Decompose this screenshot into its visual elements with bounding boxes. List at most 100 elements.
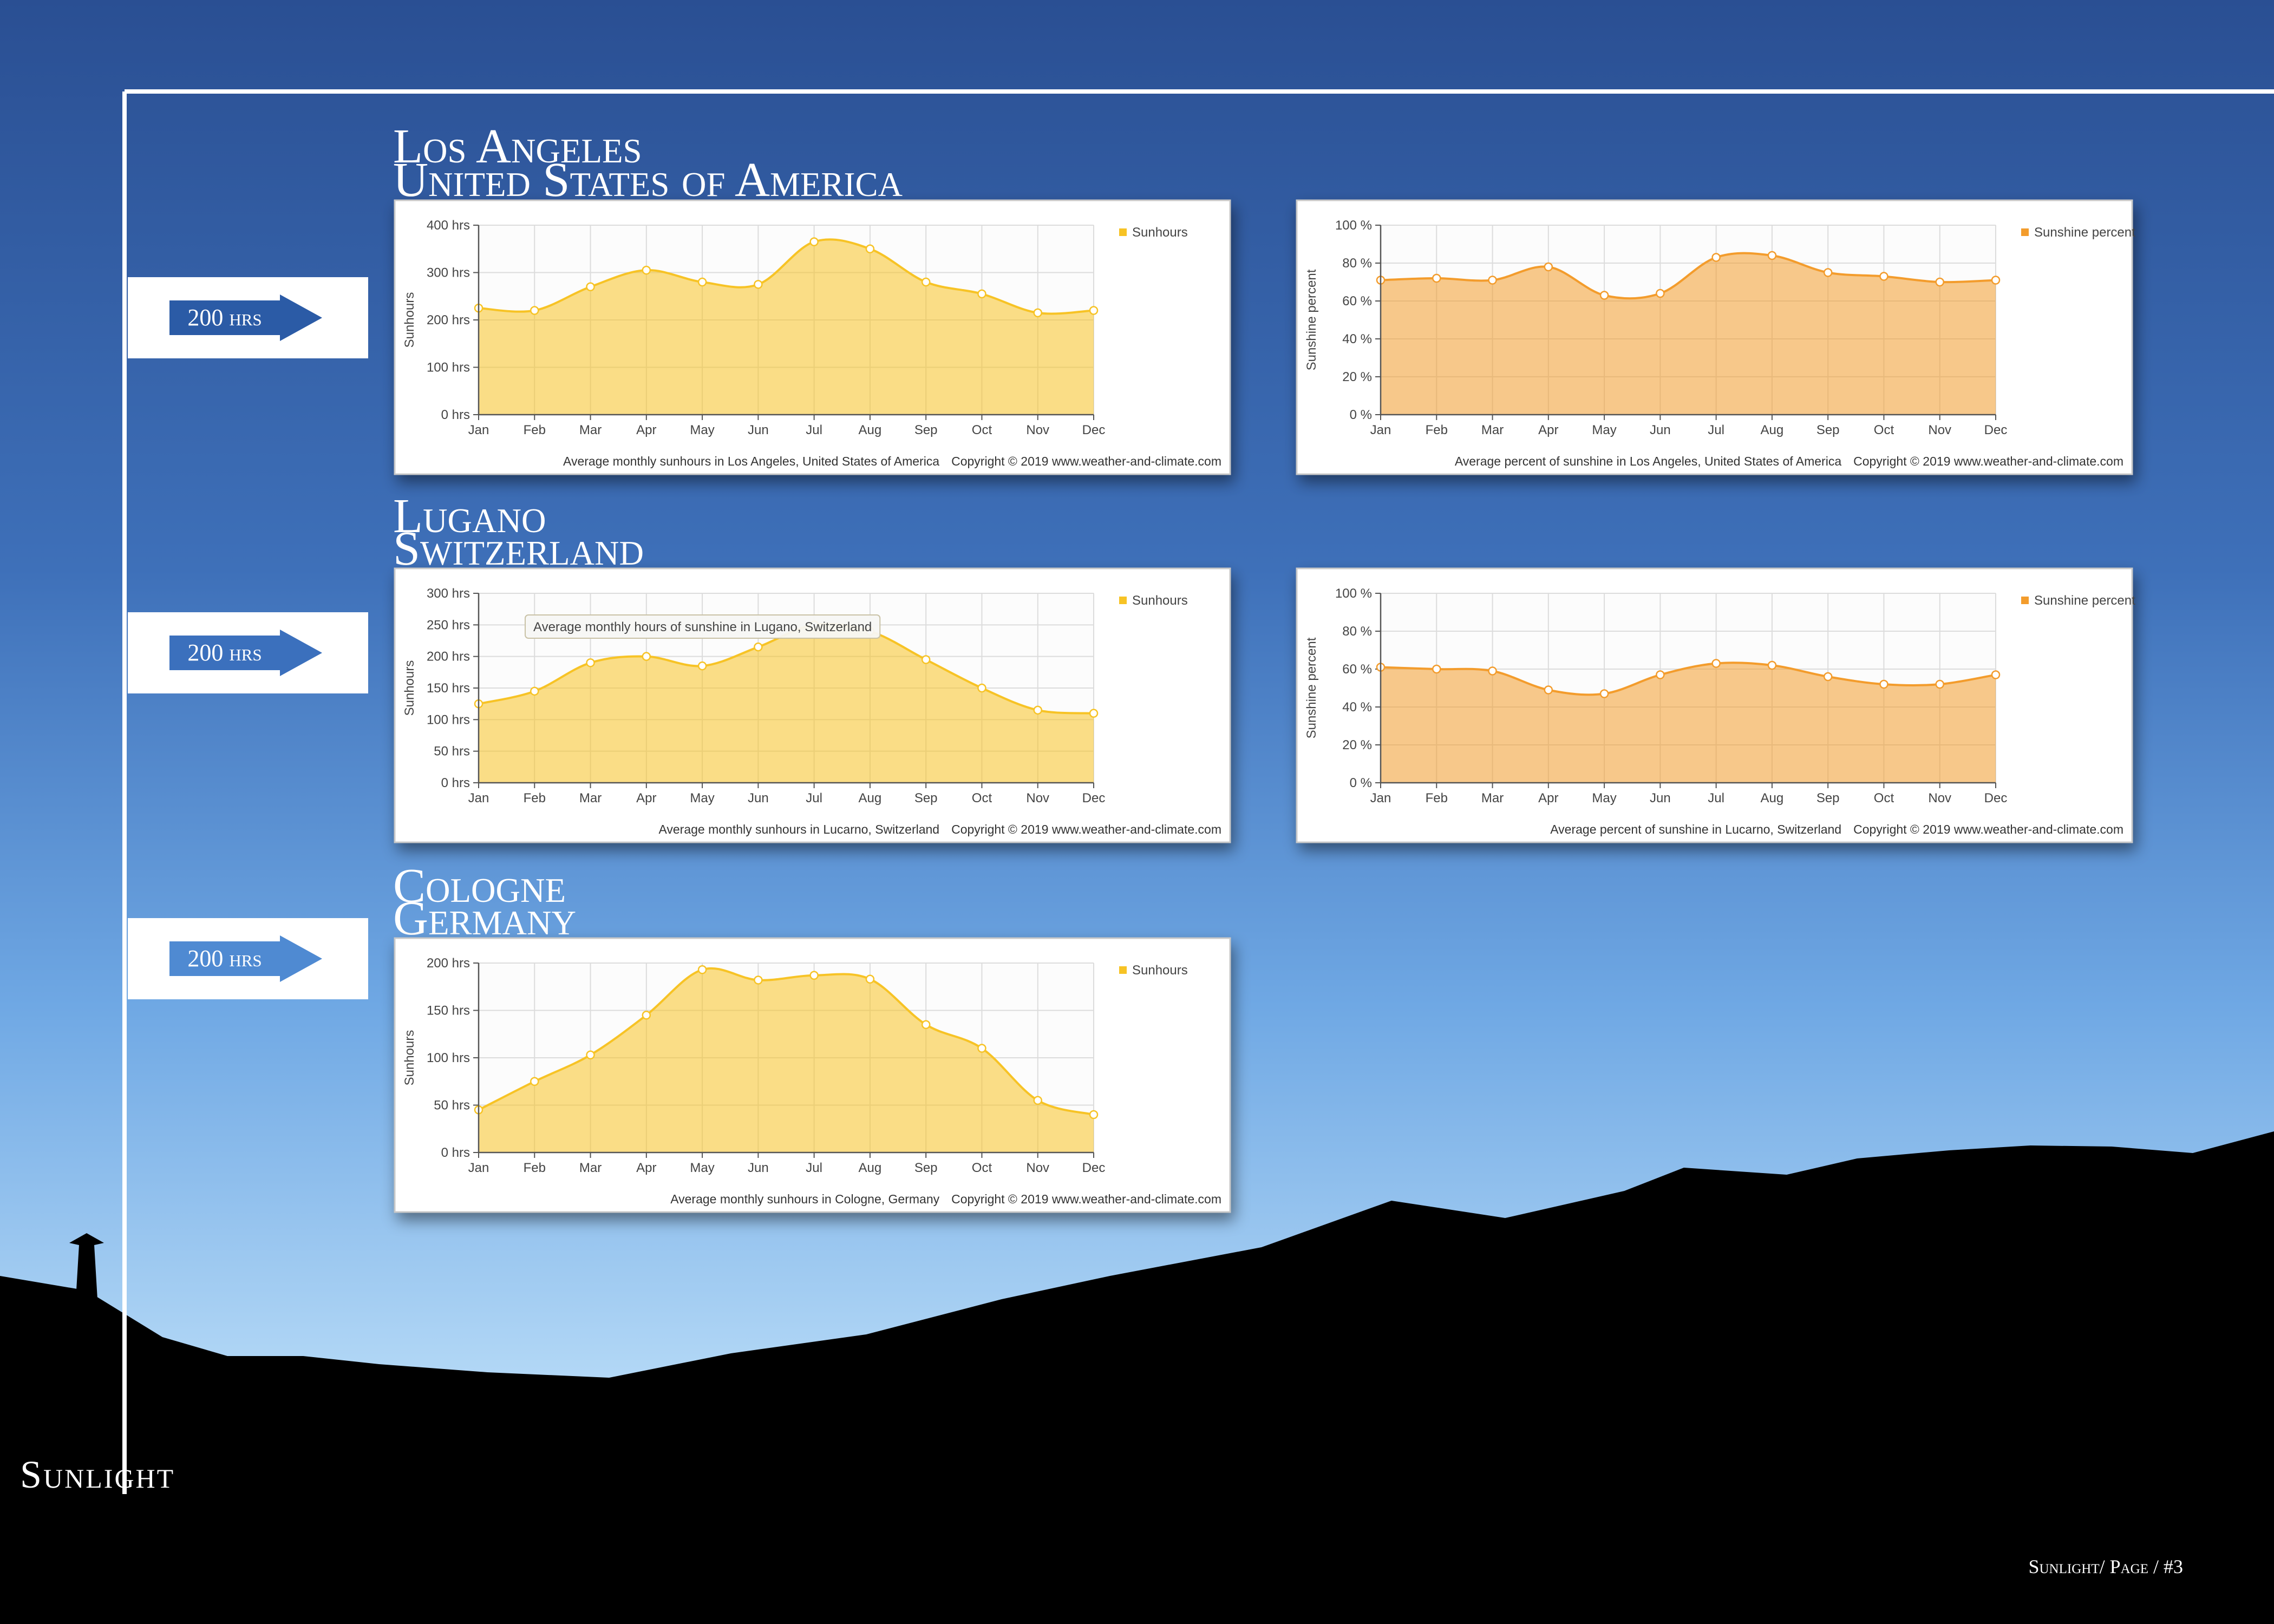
point: [921, 655, 931, 664]
footer: Sunlight/ Page / #3: [2028, 1556, 2183, 1577]
y-tick-label: 0 %: [1350, 776, 1372, 790]
y-tick-label: 50 hrs: [434, 1098, 470, 1113]
credit: Copyright © 2019 www.weather-and-climate…: [1853, 822, 2123, 836]
point: [1544, 685, 1553, 695]
legend-label: Sunshine percent: [2034, 225, 2135, 240]
area-fill: [479, 968, 1094, 1152]
caption: Average monthly sunhours in Cologne, Ger…: [670, 1192, 939, 1206]
tooltip-box: [525, 614, 881, 639]
point: [697, 965, 707, 974]
point: [1488, 666, 1497, 676]
y-tick-label: 400 hrs: [427, 218, 470, 233]
x-tick-label: Jul: [806, 423, 822, 437]
y-tick-label: 300 hrs: [427, 586, 470, 601]
point: [1033, 1096, 1042, 1105]
x-tick-label: Mar: [1481, 423, 1504, 437]
point: [921, 1020, 931, 1029]
x-tick-label: Sep: [1816, 423, 1840, 437]
legend-swatch: [2021, 597, 2029, 604]
y-tick-label: 0 %: [1350, 408, 1372, 422]
point: [1767, 660, 1777, 670]
y-tick-label: 200 hrs: [427, 313, 470, 328]
point: [1823, 268, 1833, 277]
point: [1599, 291, 1609, 300]
marker-arrow: [169, 294, 322, 341]
area-line: [1380, 662, 1996, 696]
x-tick-label: Aug: [1761, 791, 1784, 806]
legend-swatch: [1119, 228, 1127, 236]
point: [809, 971, 819, 980]
point: [977, 1044, 986, 1053]
credit: Copyright © 2019 www.weather-and-climate…: [1853, 454, 2123, 468]
chart-panel: Jan Feb Mar Apr May Jun Jul Aug Sep Oct Nov Dec 0 hr…: [394, 199, 1231, 475]
point: [977, 683, 986, 693]
y-tick-label: 80 %: [1342, 624, 1372, 639]
y-tick-label: 150 hrs: [427, 1004, 470, 1018]
y-tick-label: 100 hrs: [427, 1051, 470, 1065]
point: [1432, 273, 1441, 283]
caption: Average percent of sunshine in Los Angel…: [1455, 454, 1842, 468]
caption: Average percent of sunshine in Lucarno, …: [1550, 822, 1841, 836]
x-tick-label: Aug: [859, 1161, 882, 1175]
point: [865, 244, 875, 253]
point: [809, 237, 819, 246]
x-tick-label: Jul: [1708, 423, 1724, 437]
marker: 200 hrs: [128, 612, 368, 693]
point: [1823, 672, 1833, 682]
legend-label: Sunhours: [1132, 593, 1188, 608]
y-tick-label: 300 hrs: [427, 266, 470, 280]
x-tick-label: Dec: [1984, 423, 2008, 437]
x-tick-label: Jul: [806, 1161, 822, 1175]
x-tick-label: Nov: [1928, 791, 1951, 806]
legend-label: Sunhours: [1132, 963, 1188, 978]
point: [1544, 262, 1553, 272]
x-tick-label: Oct: [972, 791, 992, 806]
x-tick-label: Apr: [636, 423, 656, 437]
x-tick-label: Sep: [914, 1161, 938, 1175]
marker-arrow: [169, 630, 322, 676]
x-tick-label: Feb: [524, 423, 546, 437]
legend-label: Sunshine percent: [2034, 593, 2135, 608]
point: [1879, 679, 1889, 689]
x-tick-label: Jun: [1650, 791, 1671, 806]
x-tick-label: Jun: [748, 791, 769, 806]
y-tick-label: 100 %: [1335, 218, 1372, 233]
country-title: Switzerland: [393, 522, 644, 575]
marker-label: 200 hrs: [187, 945, 262, 972]
x-tick-label: Dec: [1082, 791, 1106, 806]
y-tick-label: 200 hrs: [427, 650, 470, 664]
x-tick-label: Apr: [1538, 791, 1558, 806]
x-tick-label: Jan: [468, 791, 489, 806]
legend-swatch: [1119, 597, 1127, 604]
point: [977, 289, 986, 299]
x-tick-label: Oct: [1874, 791, 1894, 806]
tower: [69, 1233, 104, 1299]
chart-panel: Jan Feb Mar Apr May Jun Jul Aug Sep Oct Nov Dec 0 % 2…: [1296, 199, 2135, 475]
point: [1432, 664, 1441, 674]
legend-swatch: [1119, 966, 1127, 974]
x-tick-label: May: [1592, 791, 1616, 806]
y-tick-label: 40 %: [1342, 700, 1372, 715]
marker-label: 200 hrs: [187, 639, 262, 666]
credit: Copyright © 2019 www.weather-and-climate…: [951, 454, 1221, 468]
point: [586, 282, 595, 291]
y-tick-label: 80 %: [1342, 256, 1372, 271]
marker-label: 200 hrs: [187, 304, 262, 331]
y-tick-label: 0 hrs: [441, 408, 470, 422]
x-tick-label: May: [690, 791, 714, 806]
caption: Average monthly sunhours in Los Angeles,…: [563, 454, 939, 468]
mountain-silhouette: [0, 1131, 2274, 1624]
x-tick-label: Feb: [524, 1161, 546, 1175]
x-tick-label: Dec: [1984, 791, 2008, 806]
area-fill: [1381, 253, 1996, 415]
area-fill: [479, 624, 1094, 783]
country-title: Germany: [393, 892, 576, 945]
point: [1033, 705, 1042, 715]
point: [1089, 1110, 1099, 1119]
x-tick-label: Jan: [1370, 791, 1391, 806]
country-title: United States of America: [393, 153, 903, 207]
caption: Average monthly sunhours in Lucarno, Swi…: [658, 822, 939, 836]
y-tick-label: 100 hrs: [427, 712, 470, 727]
